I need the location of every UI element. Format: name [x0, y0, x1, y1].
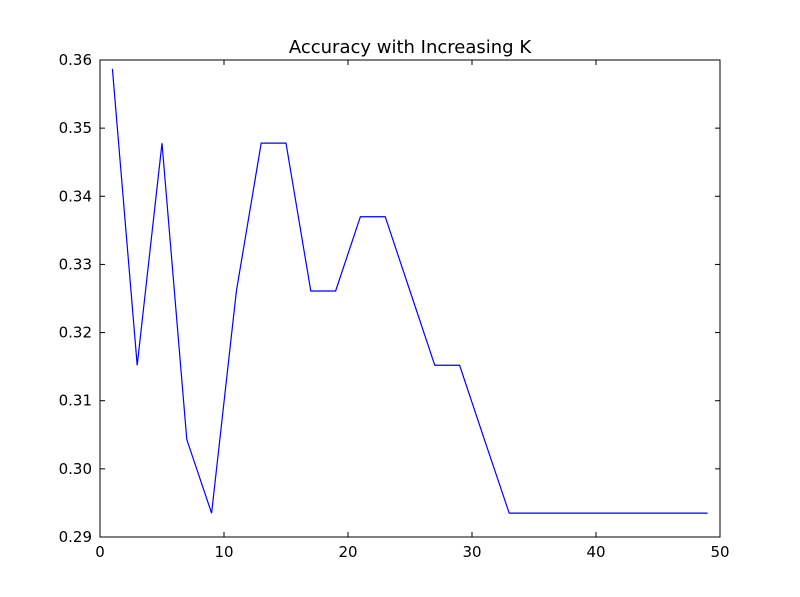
tick-labels: 0 10 20 30 40 50 0.29 0.30 0.31 0.32 0.33 0.34 0.35 0… [59, 51, 730, 561]
y-tick-label: 0.30 [59, 460, 92, 478]
plot-area [111, 68, 708, 514]
x-tick-label: 20 [338, 543, 357, 561]
x-tick-label: 0 [95, 543, 105, 561]
x-tick-label: 50 [710, 543, 729, 561]
y-tick-label: 0.35 [59, 119, 92, 137]
chart-title: Accuracy with Increasing K [289, 37, 532, 58]
y-tick-label: 0.33 [59, 255, 92, 273]
x-tick-label: 30 [462, 543, 481, 561]
y-tick-label: 0.34 [59, 187, 92, 205]
y-tick-label: 0.32 [59, 324, 92, 342]
axes-frame [99, 59, 721, 538]
x-tick-label: 10 [214, 543, 233, 561]
y-tick-label: 0.29 [59, 528, 92, 546]
y-tick-label: 0.36 [59, 51, 92, 69]
x-tick-label: 40 [586, 543, 605, 561]
series-line-0 [111, 68, 708, 514]
y-tick-label: 0.31 [59, 392, 92, 410]
